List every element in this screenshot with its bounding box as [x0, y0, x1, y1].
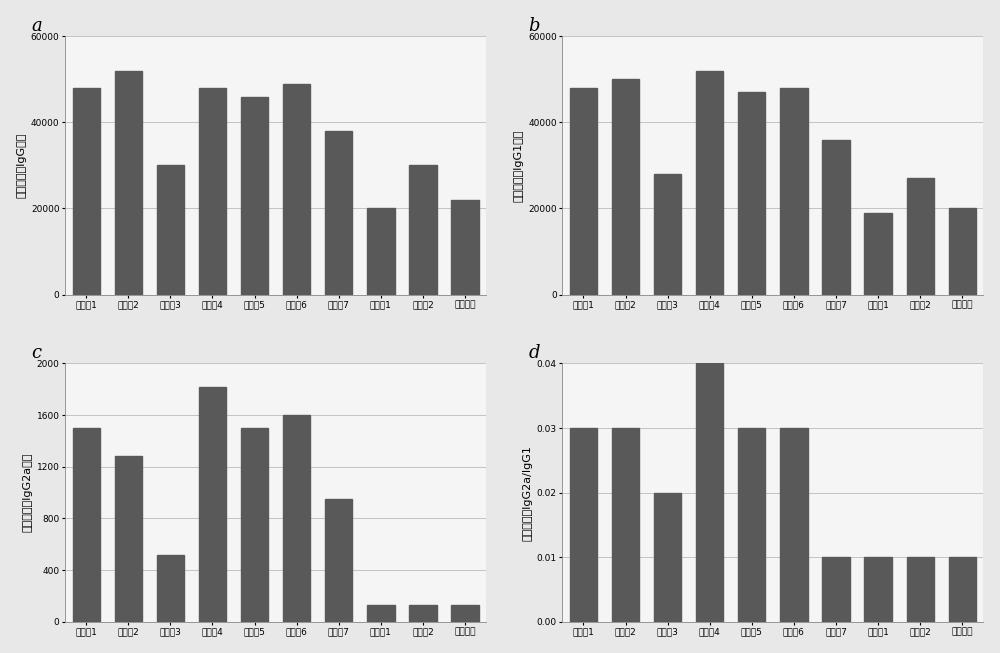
Bar [780, 428, 808, 622]
Bar [115, 71, 142, 295]
Bar [864, 557, 892, 622]
Bar [409, 605, 437, 622]
Bar [822, 140, 850, 295]
Bar [115, 456, 142, 622]
Bar [199, 387, 226, 622]
Bar [325, 499, 352, 622]
Bar [241, 97, 268, 295]
Bar [157, 554, 184, 622]
Bar [654, 492, 681, 622]
Bar [325, 131, 352, 295]
Bar [570, 88, 597, 295]
Bar [73, 88, 100, 295]
Bar [612, 79, 639, 295]
Bar [409, 165, 437, 295]
Text: b: b [529, 17, 540, 35]
Y-axis label: 多糖特异性IgG满度: 多糖特异性IgG满度 [17, 133, 27, 198]
Bar [696, 364, 723, 622]
Bar [283, 415, 310, 622]
Bar [451, 605, 479, 622]
Bar [949, 208, 976, 295]
Bar [738, 92, 765, 295]
Y-axis label: 多糖特异性IgG2a/IgG1: 多糖特异性IgG2a/IgG1 [523, 445, 533, 541]
Bar [738, 428, 765, 622]
Bar [367, 208, 395, 295]
Bar [612, 428, 639, 622]
Bar [822, 557, 850, 622]
Y-axis label: 多糖特异性IgG2a满度: 多糖特异性IgG2a满度 [22, 453, 32, 532]
Bar [73, 428, 100, 622]
Y-axis label: 多糖特异性IgG1满度: 多糖特异性IgG1满度 [514, 129, 524, 202]
Bar [907, 557, 934, 622]
Bar [157, 165, 184, 295]
Bar [283, 84, 310, 295]
Bar [864, 213, 892, 295]
Bar [367, 605, 395, 622]
Bar [199, 88, 226, 295]
Text: c: c [31, 344, 42, 362]
Bar [907, 178, 934, 295]
Bar [451, 200, 479, 295]
Bar [949, 557, 976, 622]
Text: d: d [529, 344, 540, 362]
Text: a: a [31, 17, 42, 35]
Bar [696, 71, 723, 295]
Bar [241, 428, 268, 622]
Bar [654, 174, 681, 295]
Bar [570, 428, 597, 622]
Bar [780, 88, 808, 295]
